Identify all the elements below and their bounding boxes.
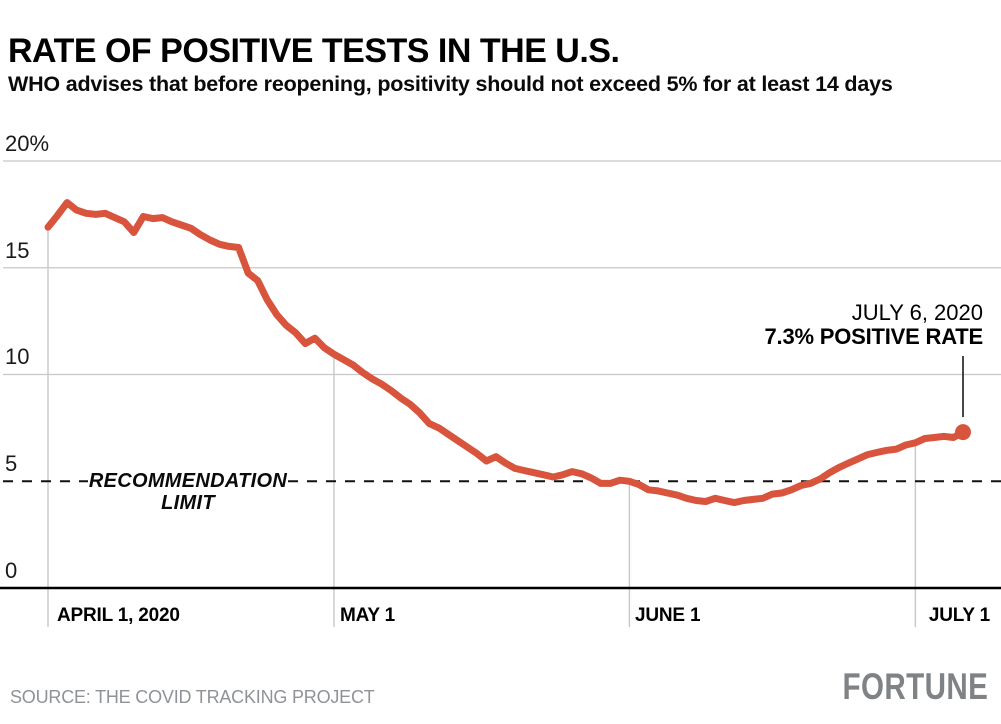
month-droplines: [47, 227, 917, 627]
y-label-0: 0: [5, 558, 18, 583]
chart-subtitle: WHO advises that before reopening, posit…: [8, 72, 893, 96]
recommendation-limit-line1: RECOMMENDATION: [88, 470, 288, 492]
annotation-date: JULY 6, 2020: [851, 300, 983, 325]
recommendation-limit-line2: LIMIT: [161, 492, 215, 514]
fortune-logo: FORTUNE: [842, 666, 988, 707]
y-label-5: 5: [5, 451, 18, 476]
trend-line: [44, 199, 967, 507]
chart-title: RATE OF POSITIVE TESTS IN THE U.S.: [8, 32, 620, 70]
source-credit: SOURCE: THE COVID TRACKING PROJECT: [10, 687, 375, 707]
horizontal-gridlines: [3, 160, 1001, 376]
y-label-15: 15: [5, 238, 30, 263]
x-label-april: APRIL 1, 2020: [57, 605, 180, 626]
highlight-annotation: JULY 6, 2020 7.3% POSITIVE RATE: [765, 301, 984, 348]
data-point-dot: [955, 424, 971, 441]
y-label-10: 10: [5, 344, 30, 369]
annotation-value: 7.3% POSITIVE RATE: [764, 323, 984, 349]
y-label-20: 20%: [5, 131, 50, 156]
x-label-may: MAY 1: [340, 605, 395, 626]
recommendation-limit-label: RECOMMENDATION LIMIT: [67, 470, 309, 514]
x-label-june: JUNE 1: [635, 605, 701, 626]
x-label-july: JULY 1: [928, 605, 990, 626]
